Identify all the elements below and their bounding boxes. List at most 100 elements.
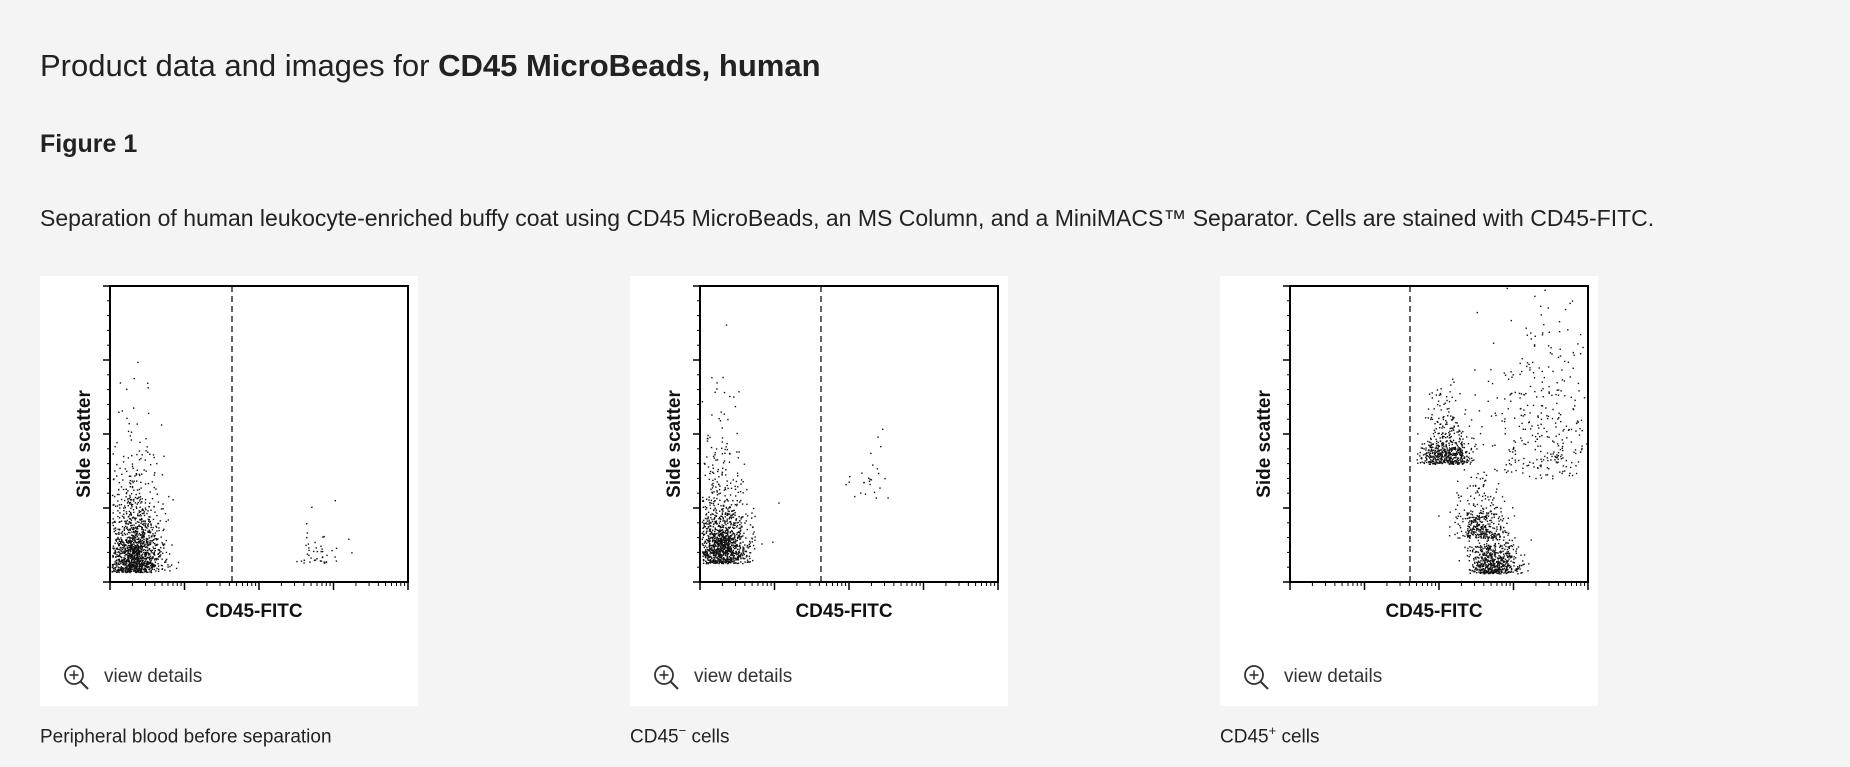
- scatter-point: [715, 533, 717, 535]
- scatter-point: [122, 479, 124, 481]
- scatter-point: [714, 537, 716, 539]
- scatter-point: [849, 476, 851, 478]
- scatter-point: [123, 550, 125, 552]
- scatter-point: [159, 556, 161, 558]
- scatter-point: [733, 533, 735, 535]
- scatter-point: [133, 536, 136, 538]
- figure-panel-3[interactable]: CD45-FITC Side scatter view details: [1220, 276, 1598, 706]
- scatter-point: [141, 548, 143, 551]
- scatter-point: [1438, 453, 1440, 455]
- scatter-point: [1507, 470, 1509, 472]
- scatter-point: [1440, 409, 1442, 411]
- scatter-point: [860, 492, 862, 494]
- scatter-point: [1449, 461, 1451, 464]
- scatter-point: [1546, 436, 1549, 438]
- scatter-point: [1468, 512, 1470, 514]
- scatter-point: [1530, 338, 1532, 340]
- scatter-point: [730, 504, 733, 506]
- view-details-link[interactable]: view details: [652, 662, 792, 692]
- scatter-point: [718, 555, 721, 558]
- scatter-point: [709, 507, 712, 510]
- scatter-point: [1526, 465, 1528, 467]
- scatter-point: [112, 567, 115, 570]
- scatter-point: [1477, 539, 1480, 542]
- scatter-point: [125, 488, 127, 490]
- scatter-point: [144, 498, 147, 501]
- scatter-point: [734, 559, 736, 561]
- scatter-point: [1443, 403, 1445, 405]
- scatter-point: [1482, 444, 1485, 446]
- scatter-point: [165, 558, 168, 561]
- scatter-point: [712, 467, 714, 469]
- scatter-point: [1493, 566, 1495, 568]
- scatter-point: [1468, 503, 1470, 505]
- scatter-point: [121, 515, 124, 517]
- scatter-point: [1523, 563, 1525, 565]
- scatter-point: [1574, 399, 1576, 401]
- scatter-point: [141, 509, 144, 511]
- scatter-point: [1438, 462, 1441, 464]
- scatter-point: [1517, 573, 1519, 575]
- scatter-point: [720, 561, 722, 563]
- scatter-point: [138, 562, 140, 565]
- scatter-point: [1441, 453, 1443, 456]
- view-details-link[interactable]: view details: [62, 662, 202, 692]
- scatter-point: [1461, 441, 1463, 443]
- scatter-point: [1458, 441, 1460, 443]
- scatter-point: [127, 540, 130, 543]
- scatter-point: [128, 560, 130, 562]
- scatter-point: [131, 506, 133, 508]
- scatter-point: [712, 526, 714, 528]
- scatter-point: [116, 547, 118, 549]
- figure-panel-1[interactable]: CD45-FITC Side scatter view details: [40, 276, 418, 706]
- scatter-point: [1568, 474, 1571, 477]
- scatter-point: [1450, 435, 1452, 438]
- scatter-point: [1526, 365, 1528, 368]
- scatter-point: [148, 537, 151, 539]
- scatter-point: [1460, 450, 1462, 452]
- scatter-point: [314, 559, 317, 561]
- scatter-point: [1424, 460, 1426, 462]
- scatter-point: [133, 524, 135, 526]
- scatter-point: [732, 544, 735, 546]
- scatter-point: [1488, 545, 1490, 547]
- scatter-point: [133, 561, 135, 563]
- scatter-point: [1568, 428, 1570, 431]
- view-details-link[interactable]: view details: [1242, 662, 1382, 692]
- scatter-point: [864, 493, 867, 495]
- figure-panel-2[interactable]: CD45-FITC Side scatter view details: [630, 276, 1008, 706]
- scatter-point: [1475, 477, 1478, 479]
- scatter-point: [1490, 368, 1492, 371]
- scatter-point: [718, 535, 721, 537]
- scatter-point: [1499, 567, 1501, 569]
- scatter-point: [722, 546, 724, 549]
- scatter-point: [148, 566, 150, 568]
- scatter-point: [1433, 408, 1435, 410]
- scatter-point: [1460, 460, 1462, 462]
- scatter-point: [133, 567, 135, 570]
- scatter-point: [1564, 470, 1566, 472]
- scatter-point: [132, 528, 134, 531]
- scatter-point: [140, 537, 143, 539]
- scatter-point: [714, 507, 716, 509]
- scatter-point: [854, 495, 856, 498]
- scatter-point: [1508, 556, 1510, 558]
- scatter-point: [1442, 418, 1445, 421]
- scatter-point: [1570, 441, 1573, 443]
- scatter-point: [717, 541, 719, 543]
- scatter-point: [716, 490, 718, 492]
- scatter-point: [1432, 455, 1434, 457]
- scatter-point: [711, 560, 713, 562]
- scatter-point: [739, 554, 742, 556]
- scatter-point: [737, 475, 739, 477]
- scatter-point: [1459, 459, 1461, 461]
- scatter-point: [1562, 470, 1564, 473]
- scatter-point: [137, 553, 140, 556]
- scatter-point: [150, 523, 152, 525]
- scatter-point: [1471, 533, 1474, 536]
- scatter-point: [715, 562, 718, 564]
- scatter-point: [744, 557, 746, 560]
- scatter-point: [1491, 567, 1493, 569]
- scatter-point: [1497, 570, 1499, 572]
- scatter-point: [130, 493, 133, 495]
